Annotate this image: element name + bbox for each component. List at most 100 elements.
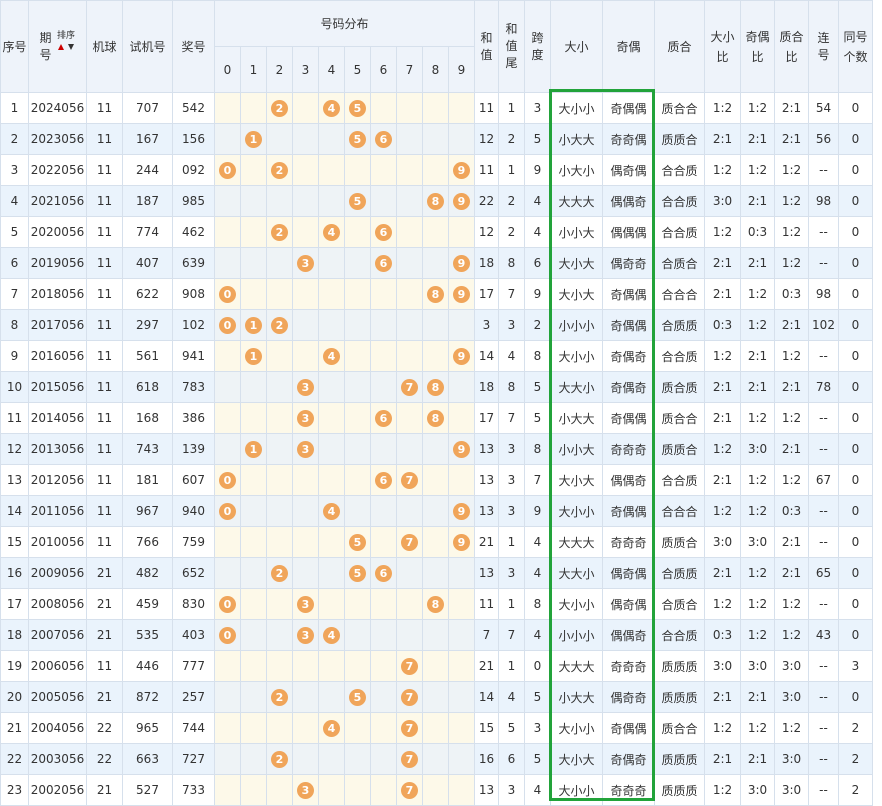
ball: 0 — [219, 285, 236, 303]
cell-size-ratio: 3:0 — [704, 526, 741, 558]
cell-span: 4 — [524, 774, 551, 806]
cell-sum: 11 — [474, 588, 499, 620]
digit-cell: 4 — [318, 712, 345, 744]
digit-cell — [370, 588, 397, 620]
ball: 9 — [453, 533, 470, 551]
digit-cell — [344, 340, 371, 372]
cell-test: 168 — [122, 402, 173, 434]
header-cell: 大小 — [550, 0, 603, 93]
sort-button[interactable]: 排序 — [56, 30, 76, 55]
cell-issue: 2021056 — [28, 185, 87, 217]
cell-size: 大小小 — [550, 712, 603, 744]
cell-parity: 偶奇偶 — [602, 557, 655, 589]
digit-cell — [448, 619, 475, 651]
digit-cell: 8 — [422, 402, 449, 434]
cell-span: 5 — [524, 402, 551, 434]
digit-cell: 2 — [266, 743, 293, 775]
table-row: 16 2009056 21 482 652 2 5 6 13 3 4 大大小 偶奇偶 合质质 2:1 1:2 2… — [0, 557, 873, 589]
ball: 3 — [297, 378, 314, 396]
ball: 2 — [271, 99, 288, 117]
cell-size-ratio: 3:0 — [704, 650, 741, 682]
cell-prime: 合合质 — [654, 619, 705, 651]
digit-cell — [318, 588, 345, 620]
cell-ball: 21 — [86, 557, 123, 589]
cell-issue: 2022056 — [28, 154, 87, 186]
digit-cell: 5 — [344, 557, 371, 589]
ball: 4 — [323, 347, 340, 365]
table-row: 22 2003056 22 663 727 2 7 16 6 5 大小大 奇偶奇 质质质 2:1 2:1 3:… — [0, 743, 873, 775]
ball: 2 — [271, 161, 288, 179]
cell-test: 187 — [122, 185, 173, 217]
digit-header: 0 — [214, 46, 241, 93]
digit-cell: 0 — [214, 278, 241, 310]
cell-test: 181 — [122, 464, 173, 496]
ball: 0 — [219, 471, 236, 489]
cell-same: 0 — [838, 464, 873, 496]
cell-parity-ratio: 1:2 — [740, 619, 775, 651]
cell-prize: 652 — [172, 557, 215, 589]
digit-cell — [214, 526, 241, 558]
digit-cell — [422, 557, 449, 589]
digit-cell: 7 — [396, 774, 423, 806]
digit-cell: 4 — [318, 619, 345, 651]
cell-tail: 1 — [498, 92, 525, 124]
digit-cell — [344, 371, 371, 403]
cell-consec: -- — [808, 712, 839, 744]
cell-prime: 合质合 — [654, 588, 705, 620]
digit-cell — [240, 371, 267, 403]
ball: 3 — [297, 409, 314, 427]
digit-cell — [370, 185, 397, 217]
cell-prime-ratio: 1:2 — [774, 185, 809, 217]
cell-test: 459 — [122, 588, 173, 620]
digit-cell — [214, 402, 241, 434]
cell-no: 8 — [0, 309, 29, 341]
digit-cell — [370, 433, 397, 465]
digit-cell — [240, 154, 267, 186]
cell-no: 17 — [0, 588, 29, 620]
cell-parity-ratio: 3:0 — [740, 526, 775, 558]
digit-cell — [422, 123, 449, 155]
digit-cell: 8 — [422, 588, 449, 620]
digit-cell — [396, 154, 423, 186]
cell-no: 14 — [0, 495, 29, 527]
header-text: 号码分布 — [320, 17, 369, 31]
header-text: 大小 — [564, 40, 589, 54]
cell-issue: 2007056 — [28, 619, 87, 651]
table-header: 序号 期号排序 机球 试机号 奖号 号码分布 和值 和值尾 跨度 大小 奇偶 质… — [0, 0, 873, 93]
header-text: 质合 — [667, 40, 692, 54]
digit-cell — [422, 743, 449, 775]
digit-header: 3 — [292, 46, 319, 93]
cell-test: 527 — [122, 774, 173, 806]
digit-cell — [396, 278, 423, 310]
cell-parity: 偶奇奇 — [602, 681, 655, 713]
cell-size-ratio: 1:2 — [704, 588, 741, 620]
cell-parity-ratio: 1:2 — [740, 278, 775, 310]
digit-cell — [344, 588, 371, 620]
digit-cell — [240, 464, 267, 496]
header-cell: 连号 — [808, 0, 839, 93]
cell-size-ratio: 2:1 — [704, 371, 741, 403]
ball: 6 — [375, 223, 392, 241]
digit-cell: 3 — [292, 402, 319, 434]
digit-cell — [240, 650, 267, 682]
cell-span: 9 — [524, 154, 551, 186]
ball: 9 — [453, 347, 470, 365]
cell-parity-ratio: 1:2 — [740, 588, 775, 620]
digit-cell — [318, 371, 345, 403]
digit-cell — [214, 774, 241, 806]
cell-span: 4 — [524, 216, 551, 248]
ball: 0 — [219, 161, 236, 179]
digit-cell — [344, 154, 371, 186]
ball: 8 — [427, 192, 444, 210]
digit-cell — [422, 433, 449, 465]
cell-test: 167 — [122, 123, 173, 155]
cell-size-ratio: 2:1 — [704, 557, 741, 589]
cell-prime: 合质质 — [654, 309, 705, 341]
cell-span: 5 — [524, 743, 551, 775]
digit-cell: 3 — [292, 433, 319, 465]
ball: 7 — [401, 533, 418, 551]
digit-cell — [370, 743, 397, 775]
cell-prize: 139 — [172, 433, 215, 465]
digit-cell — [266, 712, 293, 744]
cell-prize: 403 — [172, 619, 215, 651]
